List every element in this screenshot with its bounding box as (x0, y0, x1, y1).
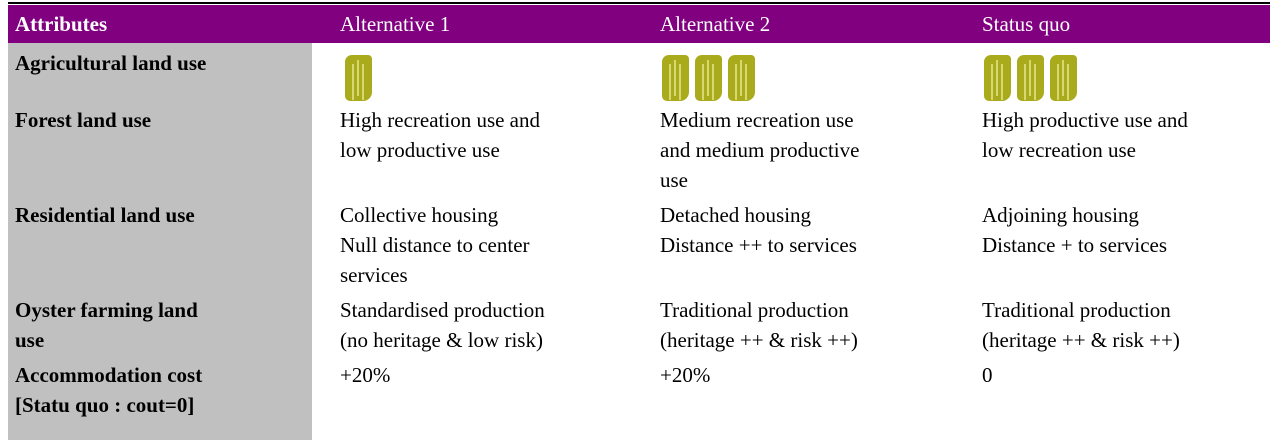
crop-icon (728, 55, 755, 101)
cell-text: (no heritage & low risk) (340, 328, 543, 352)
cell-text: and medium productive (660, 138, 860, 162)
header-cell: Alternative 2 (660, 12, 771, 36)
cell-text: use (660, 168, 688, 192)
crop-icon (1050, 55, 1077, 101)
crop-icon (695, 55, 722, 101)
crop-icon (1017, 55, 1044, 101)
cell-text: low productive use (340, 138, 500, 162)
cell-text: services (340, 263, 408, 287)
cell-text: (heritage ++ & risk ++) (982, 328, 1180, 352)
crop-icon (984, 55, 1011, 101)
cell-text: Distance ++ to services (660, 233, 857, 257)
crop-icon (662, 55, 689, 101)
cell-text: Medium recreation use (660, 108, 854, 132)
attribute-label: Oyster farming land (15, 298, 198, 322)
crop-icon (345, 55, 372, 101)
cell-text: High recreation use and (340, 108, 541, 132)
cell-text: Adjoining housing (982, 203, 1139, 227)
cell-text: Distance + to services (982, 233, 1168, 257)
top-rule (8, 2, 1270, 4)
attribute-label: use (15, 328, 45, 352)
cell-text: Traditional production (660, 298, 849, 322)
attribute-label: Forest land use (15, 108, 152, 132)
attribute-label: [Statu quo : cout=0] (15, 393, 195, 417)
attribute-label: Residential land use (15, 203, 195, 227)
header-band (8, 5, 1270, 43)
attribute-label: Agricultural land use (15, 51, 207, 75)
cell-text: Detached housing (660, 203, 812, 227)
cell-text: Collective housing (340, 203, 499, 227)
attribute-label: Accommodation cost (15, 363, 203, 387)
header-cell: Alternative 1 (340, 12, 451, 36)
cell-text: (heritage ++ & risk ++) (660, 328, 858, 352)
cell-text: +20% (660, 363, 711, 387)
cell-text: Null distance to center (340, 233, 530, 257)
cell-text: High productive use and (982, 108, 1188, 132)
cell-text: +20% (340, 363, 391, 387)
cell-text: Standardised production (340, 298, 545, 322)
header-cell: Status quo (982, 12, 1071, 36)
cell-text: Traditional production (982, 298, 1171, 322)
header-cell: Attributes (15, 12, 108, 36)
cell-text: 0 (982, 363, 993, 387)
cell-text: low recreation use (982, 138, 1136, 162)
attribute-column (8, 43, 312, 440)
